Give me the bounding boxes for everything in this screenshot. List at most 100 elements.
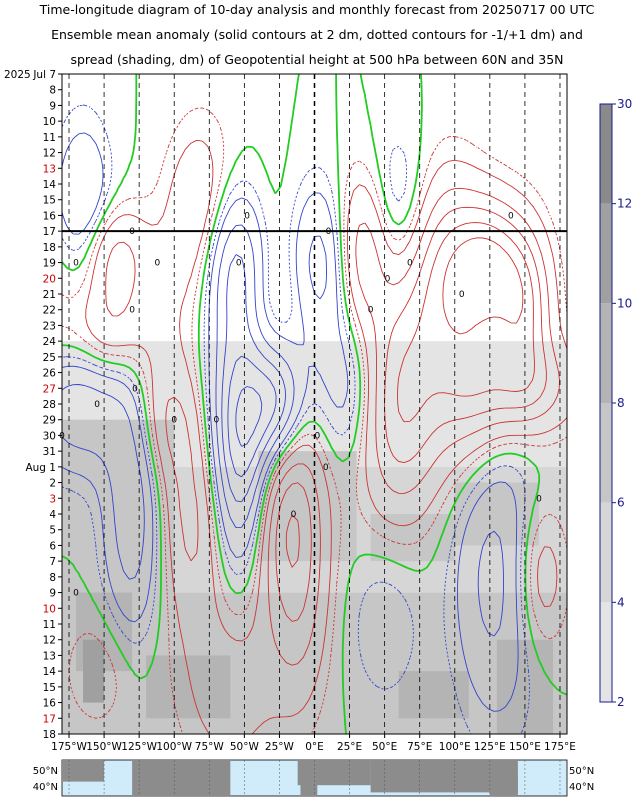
- zero-contour-label: 0: [244, 211, 250, 221]
- x-tick-label: 50°E: [372, 741, 397, 753]
- zero-contour-label: 0: [129, 227, 135, 237]
- colorbar-label: 12: [617, 197, 632, 211]
- colorbar-label: 4: [617, 595, 625, 609]
- y-tick-label: Aug 1: [25, 462, 56, 474]
- contour-level: [105, 187, 560, 666]
- map-land: [62, 760, 105, 782]
- colorbar-segment: [600, 403, 612, 503]
- y-tick-label: 16: [43, 210, 57, 222]
- zero-contour-label: 0: [291, 510, 297, 520]
- y-tick-label: 18: [43, 729, 56, 741]
- zero-contour-label: 0: [132, 384, 138, 394]
- y-tick-label: 15: [43, 682, 56, 694]
- x-tick-label: 175°E: [544, 741, 576, 753]
- zero-contour-label: 0: [323, 463, 329, 473]
- spread-shade-cell: [370, 514, 455, 562]
- y-tick-label: 30: [43, 430, 56, 442]
- y-tick-label: 18: [43, 242, 56, 254]
- spread-shade-cell: [146, 655, 231, 719]
- x-tick-label: 150°E: [509, 741, 541, 753]
- zero-contour-label: 0: [326, 227, 332, 237]
- y-tick-label: 14: [43, 666, 57, 678]
- colorbar-segment: [600, 203, 612, 304]
- y-tick-label: 13: [43, 163, 56, 175]
- colorbar-label: 10: [617, 296, 632, 310]
- y-tick-label: 15: [43, 195, 56, 207]
- zero-contour-label: 0: [94, 400, 100, 410]
- contour-level: [442, 237, 524, 335]
- map-land: [489, 774, 518, 796]
- zero-contour-label: 0: [59, 431, 65, 441]
- longitude-gridlines: [68, 74, 561, 734]
- spread-shade-cell: [398, 671, 469, 719]
- x-tick-label: 125°W: [121, 741, 157, 753]
- anomaly-contours: [62, 74, 567, 734]
- zero-contour-label: 0: [155, 259, 161, 269]
- y-tick-label: 8: [49, 572, 56, 584]
- y-tick-label: 31: [43, 446, 56, 458]
- zero-contour-label: 0: [129, 306, 135, 316]
- y-tick-label: 21: [43, 289, 56, 301]
- x-tick-label: 100°W: [156, 741, 192, 753]
- contour-level: [221, 254, 287, 503]
- zero-contour-label: 0: [73, 589, 79, 599]
- y-tick-label: 12: [43, 148, 56, 160]
- contour-level: [62, 107, 567, 734]
- y-tick-label: 20: [43, 273, 56, 285]
- map-lat-label-right: 40°N: [569, 782, 594, 793]
- contour-level: [62, 74, 567, 734]
- colorbar-segment: [600, 502, 612, 603]
- colorbar-segment: [600, 602, 612, 702]
- spread-shade-cell: [83, 639, 105, 703]
- map-lat-label-left: 50°N: [33, 766, 58, 777]
- zero-contour-label: 0: [213, 416, 219, 426]
- colorbar-segment: [600, 104, 612, 204]
- contour-level: [85, 139, 567, 734]
- contour-level: [275, 206, 547, 622]
- y-tick-label: 26: [43, 368, 57, 380]
- zero-contour-labels: 0 0 0 0 0 0 0 0 0 0 0 0 0 0 0 0 0 0 0 0 0 0: [59, 211, 542, 598]
- y-tick-label: 5: [49, 525, 56, 537]
- zero-contour-label: 0: [368, 306, 374, 316]
- zero-contour-label: 0: [536, 494, 542, 504]
- zero-contour-label: 0: [385, 274, 391, 284]
- contour-level: [62, 224, 505, 637]
- y-tick-label: 17: [43, 226, 56, 238]
- y-tick-label: 11: [43, 132, 56, 144]
- y-tick-label: 24: [43, 336, 57, 348]
- y-tick-label: 9: [49, 588, 56, 600]
- map-land: [132, 760, 231, 796]
- x-tick-label: 175°W: [51, 741, 87, 753]
- y-tick-label: 12: [43, 635, 56, 647]
- zero-contour-label: 0: [407, 259, 413, 269]
- x-tick-label: 0°E: [305, 741, 324, 753]
- x-tick-label: 150°W: [86, 741, 122, 753]
- y-tick-label: 9: [49, 100, 56, 112]
- y-tick-label: 11: [43, 619, 56, 631]
- zero-contour-label: 0: [459, 290, 465, 300]
- y-tick-label: 7: [49, 556, 56, 568]
- colorbar: 30 12 10 8 6 4 2: [599, 97, 632, 709]
- spread-shade-cell: [454, 482, 539, 546]
- zero-contour-label: 0: [236, 259, 242, 269]
- zero-contour-label: 0: [73, 259, 79, 269]
- x-tick-label: 25°E: [337, 741, 362, 753]
- map-lat-label-left: 40°N: [33, 782, 58, 793]
- chart-title-line-3: spread (shading, dm) of Geopotential hei…: [70, 52, 564, 67]
- y-tick-label: 19: [43, 258, 56, 270]
- colorbar-label: 30: [617, 97, 632, 111]
- y-tick-label: 17: [43, 713, 56, 725]
- y-tick-label: 14: [43, 179, 57, 191]
- y-tick-label: 4: [49, 509, 56, 521]
- map-land: [300, 774, 318, 796]
- y-tick-label: 29: [43, 415, 56, 427]
- colorbar-label: 6: [617, 496, 625, 510]
- x-tick-label: 50°W: [230, 741, 260, 753]
- colorbar-label: 8: [617, 396, 625, 410]
- y-tick-label: 8: [49, 85, 56, 97]
- x-tick-label: 75°E: [407, 741, 432, 753]
- x-tick-label: 100°E: [439, 741, 471, 753]
- colorbar-label: 2: [617, 695, 625, 709]
- zero-contour-label: 0: [314, 431, 320, 441]
